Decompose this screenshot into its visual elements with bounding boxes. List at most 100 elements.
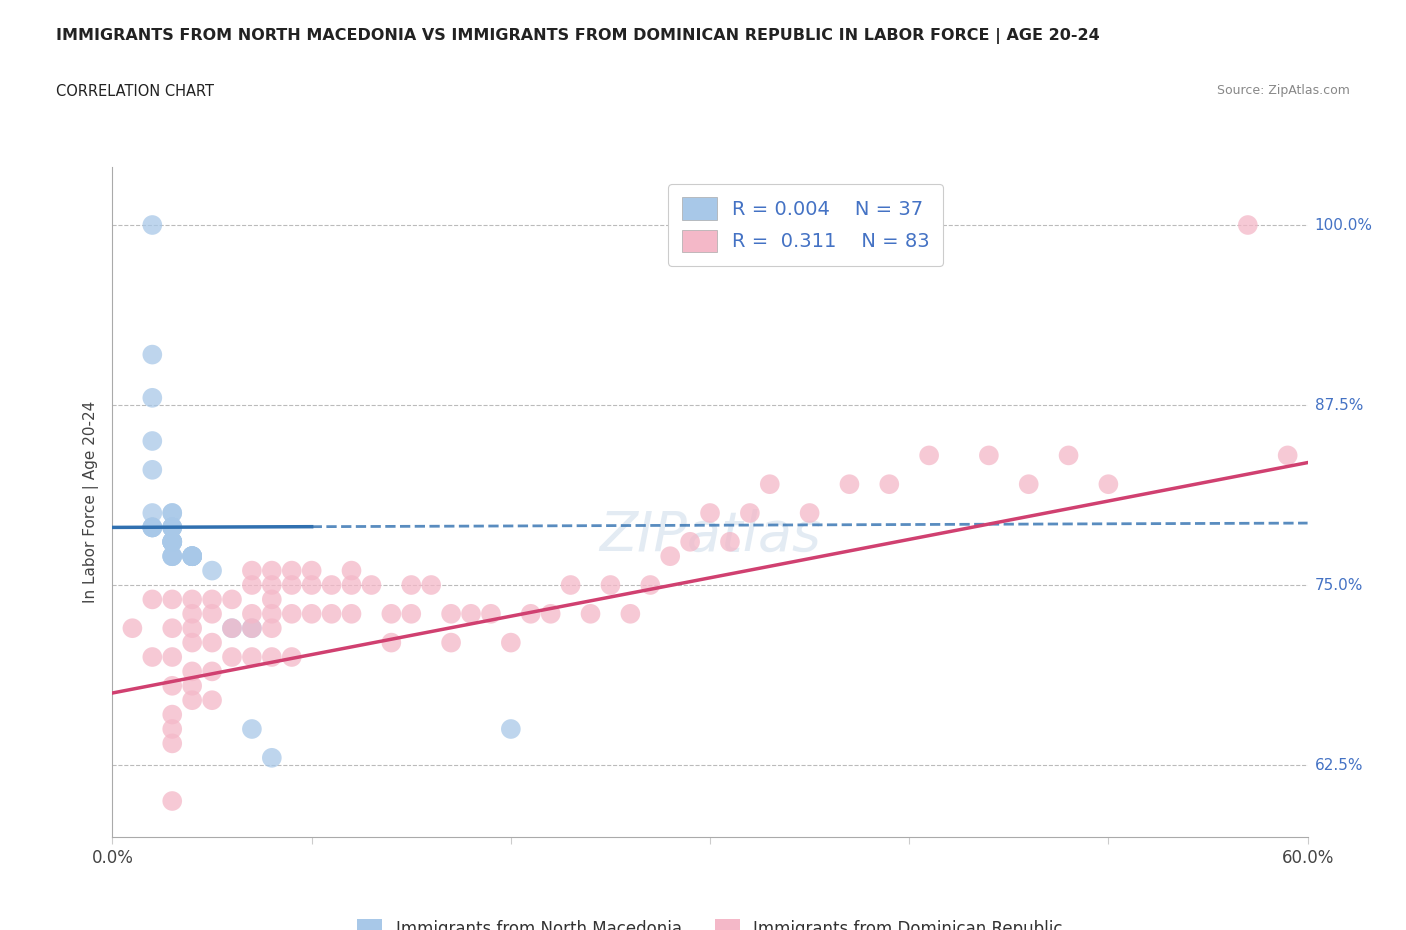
Point: [162, 535, 183, 550]
Point: [181, 635, 204, 650]
Point: [181, 664, 204, 679]
Point: [1097, 477, 1119, 492]
Point: [162, 592, 183, 607]
Point: [520, 606, 543, 621]
Point: [301, 578, 323, 592]
Point: [260, 578, 283, 592]
Point: [240, 578, 263, 592]
Point: [162, 520, 183, 535]
Point: [141, 433, 163, 448]
Point: [499, 635, 522, 650]
Point: [181, 620, 204, 635]
Point: [162, 736, 183, 751]
Point: [162, 520, 183, 535]
Point: [162, 549, 183, 564]
Point: [560, 578, 582, 592]
Point: [201, 664, 224, 679]
Point: [380, 635, 402, 650]
Point: [181, 549, 204, 564]
Point: [638, 578, 662, 592]
Point: [162, 506, 183, 521]
Point: [162, 678, 183, 693]
Point: [281, 564, 304, 578]
Point: [181, 549, 204, 564]
Point: [181, 549, 204, 564]
Point: [460, 606, 482, 621]
Point: [260, 620, 283, 635]
Point: [738, 506, 761, 521]
Point: [162, 535, 183, 550]
Point: [440, 606, 463, 621]
Point: [301, 606, 323, 621]
Point: [141, 347, 163, 362]
Point: [718, 535, 741, 550]
Point: [877, 477, 900, 492]
Text: CORRELATION CHART: CORRELATION CHART: [56, 84, 214, 99]
Point: [141, 520, 163, 535]
Text: IMMIGRANTS FROM NORTH MACEDONIA VS IMMIGRANTS FROM DOMINICAN REPUBLIC IN LABOR F: IMMIGRANTS FROM NORTH MACEDONIA VS IMMIG…: [56, 28, 1099, 44]
Point: [141, 462, 163, 477]
Point: [260, 606, 283, 621]
Point: [599, 578, 621, 592]
Point: [321, 606, 343, 621]
Point: [240, 620, 263, 635]
Point: [540, 606, 562, 621]
Point: [201, 564, 224, 578]
Point: [659, 549, 682, 564]
Point: [240, 606, 263, 621]
Point: [141, 649, 163, 664]
Point: [281, 606, 304, 621]
Point: [181, 693, 204, 708]
Point: [162, 722, 183, 737]
Point: [440, 635, 463, 650]
Point: [579, 606, 602, 621]
Point: [918, 448, 941, 463]
Point: [141, 520, 163, 535]
Point: [260, 592, 283, 607]
Point: [221, 592, 243, 607]
Point: [977, 448, 1000, 463]
Point: [162, 549, 183, 564]
Point: [260, 751, 283, 765]
Point: [240, 564, 263, 578]
Point: [221, 620, 243, 635]
Point: [340, 606, 363, 621]
Point: [162, 535, 183, 550]
Point: [162, 535, 183, 550]
Point: [699, 506, 721, 521]
Legend: Immigrants from North Macedonia, Immigrants from Dominican Republic: Immigrants from North Macedonia, Immigra…: [350, 912, 1070, 930]
Point: [838, 477, 860, 492]
Text: 87.5%: 87.5%: [1315, 397, 1362, 413]
Point: [181, 549, 204, 564]
Point: [221, 649, 243, 664]
Point: [1018, 477, 1040, 492]
Point: [1277, 448, 1299, 463]
Point: [141, 520, 163, 535]
Point: [1237, 218, 1260, 232]
Text: 62.5%: 62.5%: [1315, 758, 1362, 773]
Point: [260, 649, 283, 664]
Point: [281, 578, 304, 592]
Point: [141, 391, 163, 405]
Point: [201, 606, 224, 621]
Point: [301, 564, 323, 578]
Point: [221, 620, 243, 635]
Point: [380, 606, 402, 621]
Point: [1057, 448, 1080, 463]
Point: [240, 722, 263, 737]
Point: [162, 520, 183, 535]
Text: 100.0%: 100.0%: [1315, 218, 1372, 232]
Point: [181, 549, 204, 564]
Point: [162, 520, 183, 535]
Point: [181, 606, 204, 621]
Point: [201, 693, 224, 708]
Point: [260, 564, 283, 578]
Point: [201, 635, 224, 650]
Point: [141, 592, 163, 607]
Point: [799, 506, 821, 521]
Point: [360, 578, 382, 592]
Point: [162, 793, 183, 808]
Point: [499, 722, 522, 737]
Point: [181, 549, 204, 564]
Point: [240, 620, 263, 635]
